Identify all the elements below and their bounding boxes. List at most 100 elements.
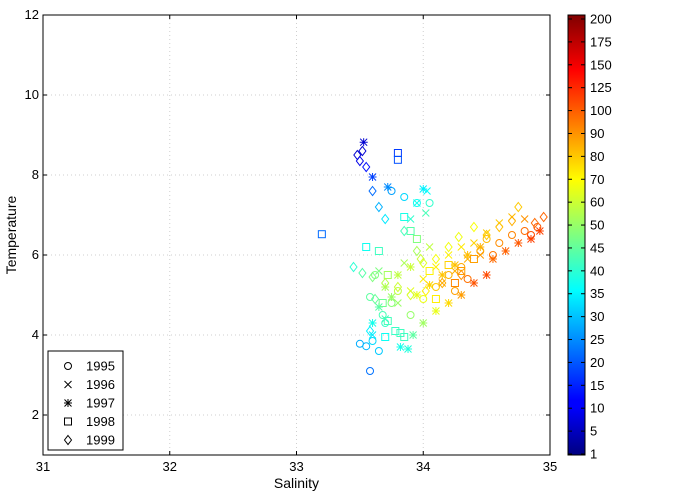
data-point-x [400,259,409,267]
colorbar-tick-label: 150 [590,57,612,72]
colorbar-tick-label: 15 [590,378,604,393]
data-point-square [391,327,400,335]
data-point-star [368,319,377,327]
legend-marker-circle [64,362,72,370]
data-point-diamond [362,161,371,173]
data-point-circle [425,199,434,207]
data-point-x [432,263,440,271]
colorbar-tick-label: 30 [590,309,604,324]
data-point-square [425,267,434,275]
data-point-diamond [457,269,466,281]
y-tick-label: 6 [32,247,39,262]
legend-marker-diamond [63,434,73,446]
data-point-star [359,138,368,147]
data-point-square [383,317,392,325]
data-point-x [394,299,402,307]
data-point-circle [520,227,529,235]
legend-label: 1996 [86,377,115,392]
colorbar-tick-label: 80 [590,149,604,164]
data-point-diamond [358,267,367,279]
data-point-star [425,281,434,289]
data-point-square [381,333,390,341]
data-point-circle [482,235,491,243]
data-point-square [406,227,415,235]
data-point-square [400,213,409,221]
data-point-diamond [444,241,453,253]
data-point-circle [366,367,375,375]
data-point-square [444,261,453,269]
data-point-diamond [539,211,548,223]
colorbar-gradient [567,14,586,456]
data-point-x [476,251,485,259]
data-point-diamond [412,245,422,257]
colorbar-tick-label: 45 [590,240,604,255]
data-point-star [482,271,491,279]
data-point-x [381,315,390,323]
legend-marker-square [64,417,72,426]
data-point-star [368,173,377,181]
data-point-star [387,293,396,301]
data-point-star [396,343,405,351]
colorbar-tick-label: 20 [590,355,604,370]
data-point-star [444,299,453,307]
legend-label: 1995 [86,359,115,374]
data-point-x [482,229,491,237]
data-point-x [457,243,466,251]
data-point-diamond [469,221,479,233]
data-point-star [463,251,472,259]
data-point-diamond [507,215,517,227]
data-point-square [383,271,392,279]
legend-label: 1997 [86,396,115,411]
data-point-star [438,271,447,279]
data-point-diamond [368,185,377,197]
colorbar-tick-label: 50 [590,218,604,233]
data-point-diamond [438,277,447,289]
data-point-square [400,333,409,341]
data-point-circle [381,319,390,327]
data-point-star [514,239,523,247]
data-point-x [520,215,529,223]
data-point-diamond [365,325,375,337]
colorbar-tick-label: 5 [590,424,597,439]
data-point-square [450,279,459,287]
x-tick-label: 34 [416,459,430,474]
data-point-diamond [421,285,430,297]
legend-box [47,350,124,451]
data-point-x [451,267,459,275]
data-point-x [444,251,453,259]
data-point-diamond [431,253,441,265]
data-point-circle [450,287,459,295]
data-point-x [406,215,415,223]
data-point-square [469,255,478,263]
data-point-star [393,271,402,279]
data-point-x [470,239,478,247]
data-point-diamond [400,225,409,237]
data-point-star [488,255,497,263]
y-tick-label: 10 [25,87,39,102]
data-point-diamond [406,289,415,301]
data-point-diamond [355,155,365,167]
data-point-star [457,291,466,299]
data-point-circle [378,311,387,319]
data-point-star [431,307,440,315]
grid-lines [43,15,550,455]
data-point-square [393,149,402,157]
data-point-star [526,235,535,243]
colorbar-tick-label: 60 [590,195,604,210]
data-point-circle [393,287,402,295]
colorbar-tick-label: 100 [590,103,612,118]
data-point-star [469,279,478,287]
colorbar-tick-label: 90 [590,126,604,141]
data-point-star [476,243,485,251]
data-point-diamond [349,261,358,273]
data-point-square [374,247,383,255]
legend-marker-star [64,399,72,407]
data-point-star [383,183,392,191]
colorbar-tick-label: 125 [590,80,612,95]
colorbar-tick-label: 10 [590,401,604,416]
y-tick-label: 2 [32,407,39,422]
data-point-diamond [393,281,403,293]
data-point-star [409,331,418,339]
data-point-circle [507,231,516,239]
